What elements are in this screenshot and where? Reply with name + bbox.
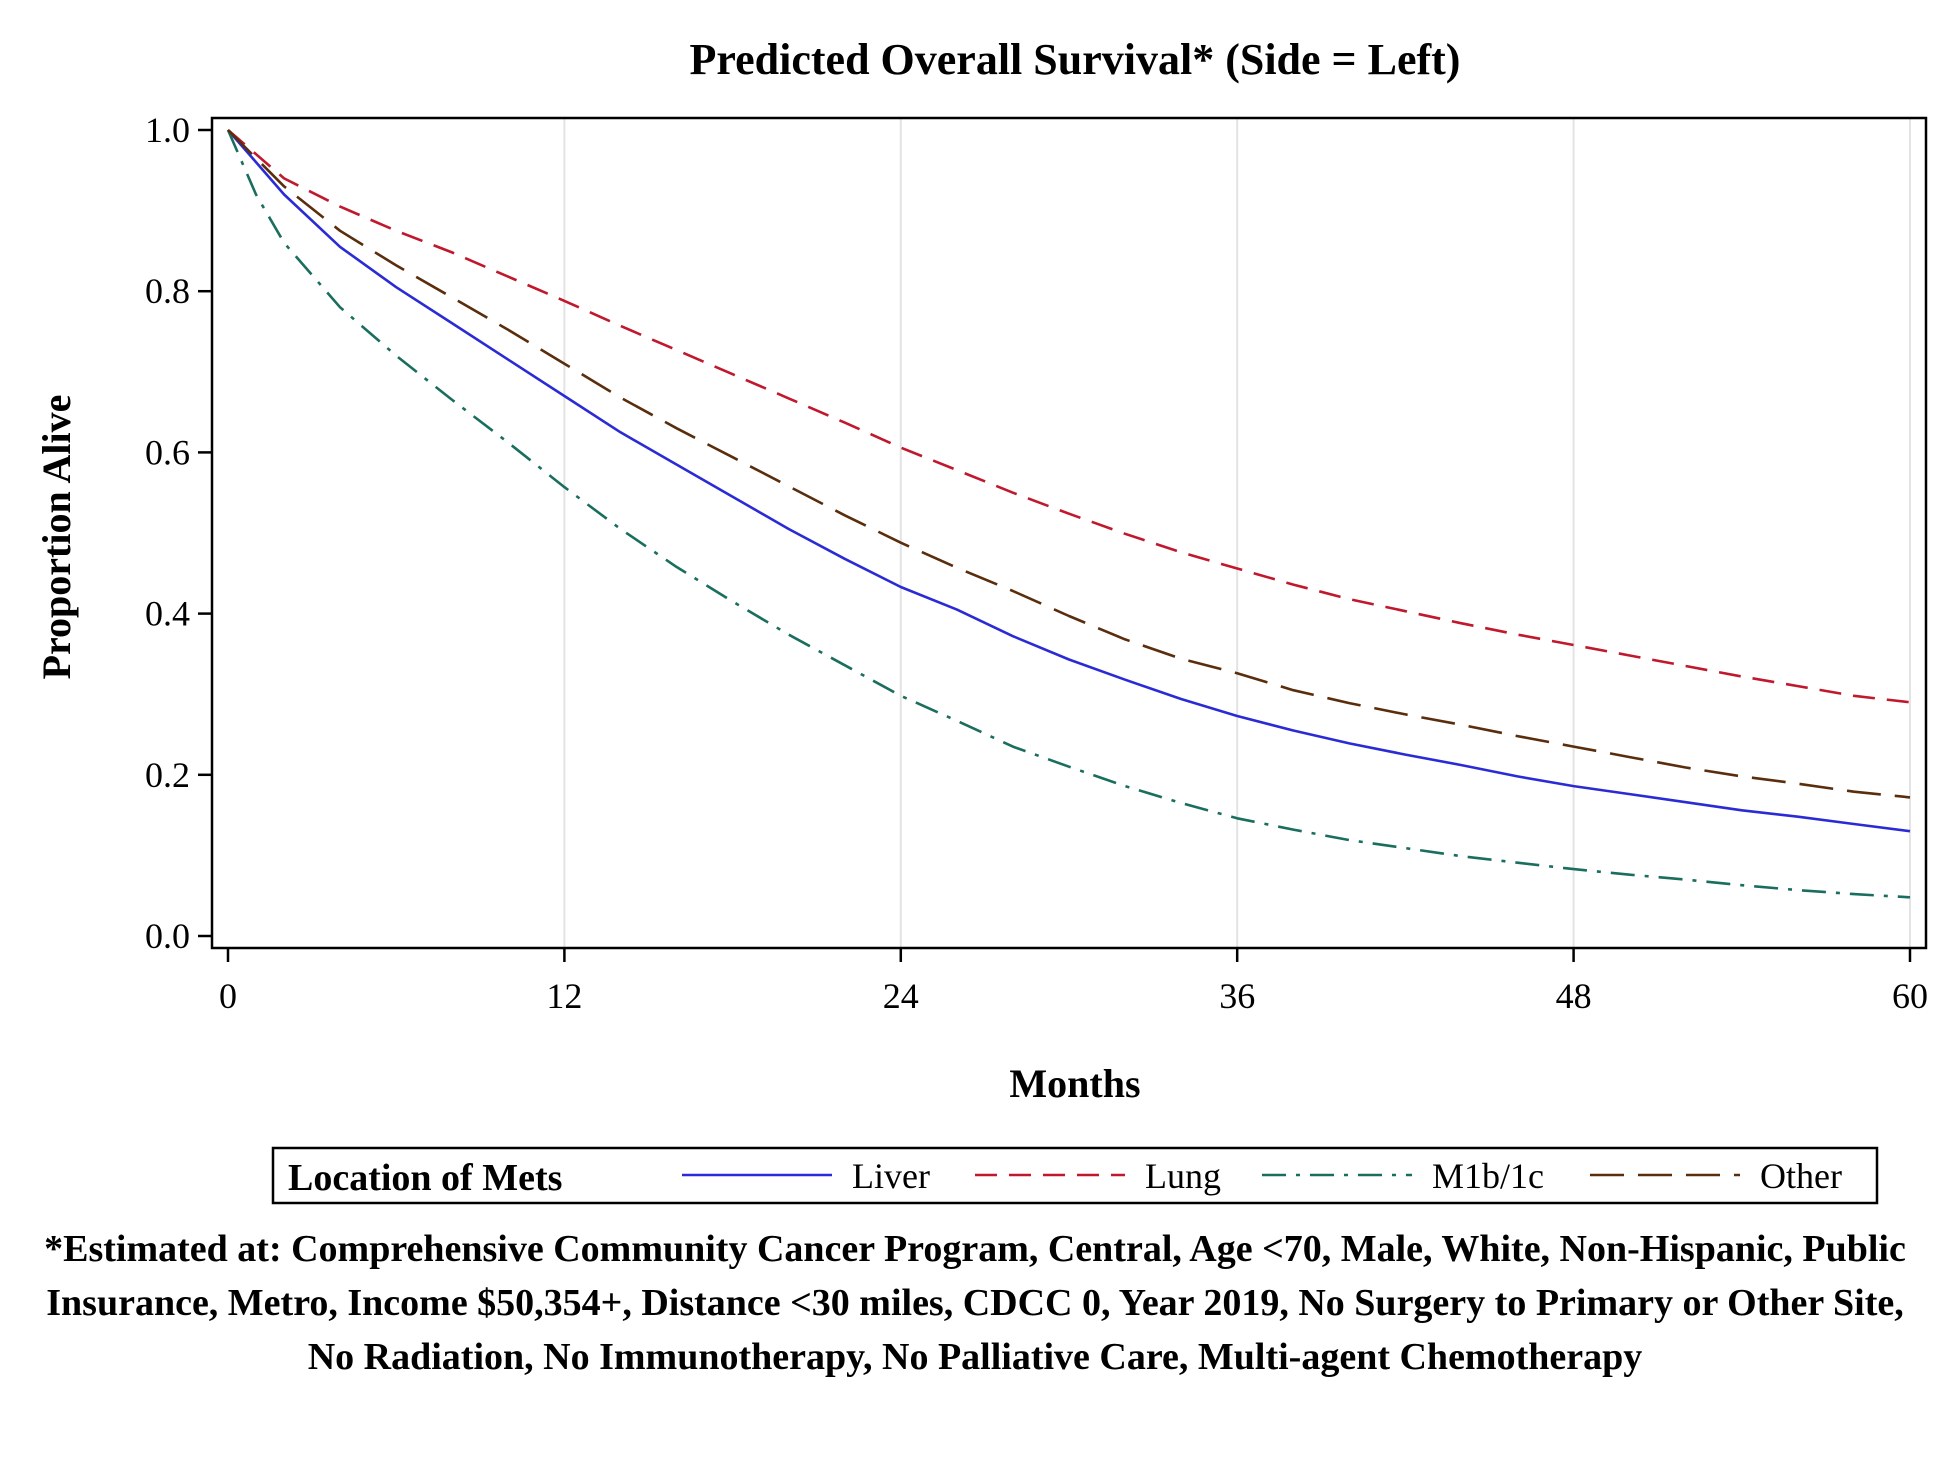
legend-title: Location of Mets [288, 1157, 562, 1199]
y-tick-label: 0.8 [145, 271, 190, 311]
footnote: *Estimated at: Comprehensive Community C… [44, 1228, 1906, 1378]
legend-label-lung: Lung [1145, 1156, 1221, 1196]
y-tick-label: 0.4 [145, 594, 190, 634]
series-lines [226, 129, 1911, 899]
y-tick-label: 0.0 [145, 916, 190, 956]
series-line-lung [227, 129, 1911, 704]
x-tick-label: 24 [883, 976, 919, 1016]
plot-frame [210, 116, 1928, 950]
legend-items: Liver Lung M1b/1c Other [682, 1156, 1842, 1196]
series-line-m1b-1c [226, 129, 1911, 899]
legend-label-other: Other [1760, 1156, 1842, 1196]
y-tick-label: 0.6 [145, 432, 190, 472]
x-axis: 0 12 24 36 48 60 [219, 948, 1928, 1016]
legend-label-m1b-1c: M1b/1c [1432, 1156, 1544, 1196]
x-tick-label: 0 [219, 976, 237, 1016]
x-tick-label: 12 [546, 976, 582, 1016]
y-axis: 0.0 0.2 0.4 0.6 0.8 1.0 [145, 110, 212, 956]
gridlines [563, 118, 1911, 948]
x-tick-label: 36 [1219, 976, 1255, 1016]
series-line-other [227, 129, 1911, 799]
chart-title: Predicted Overall Survival* (Side = Left… [690, 35, 1461, 84]
x-tick-label: 60 [1892, 976, 1928, 1016]
legend: Location of Mets Liver Lung M1b/1c Other [271, 1146, 1879, 1205]
x-tick-label: 48 [1556, 976, 1592, 1016]
series-line-liver [227, 129, 1911, 833]
y-axis-label: Proportion Alive [34, 395, 79, 680]
x-axis-label: Months [1009, 1061, 1140, 1106]
legend-label-liver: Liver [852, 1156, 930, 1196]
y-tick-label: 1.0 [145, 110, 190, 150]
y-tick-label: 0.2 [145, 755, 190, 795]
